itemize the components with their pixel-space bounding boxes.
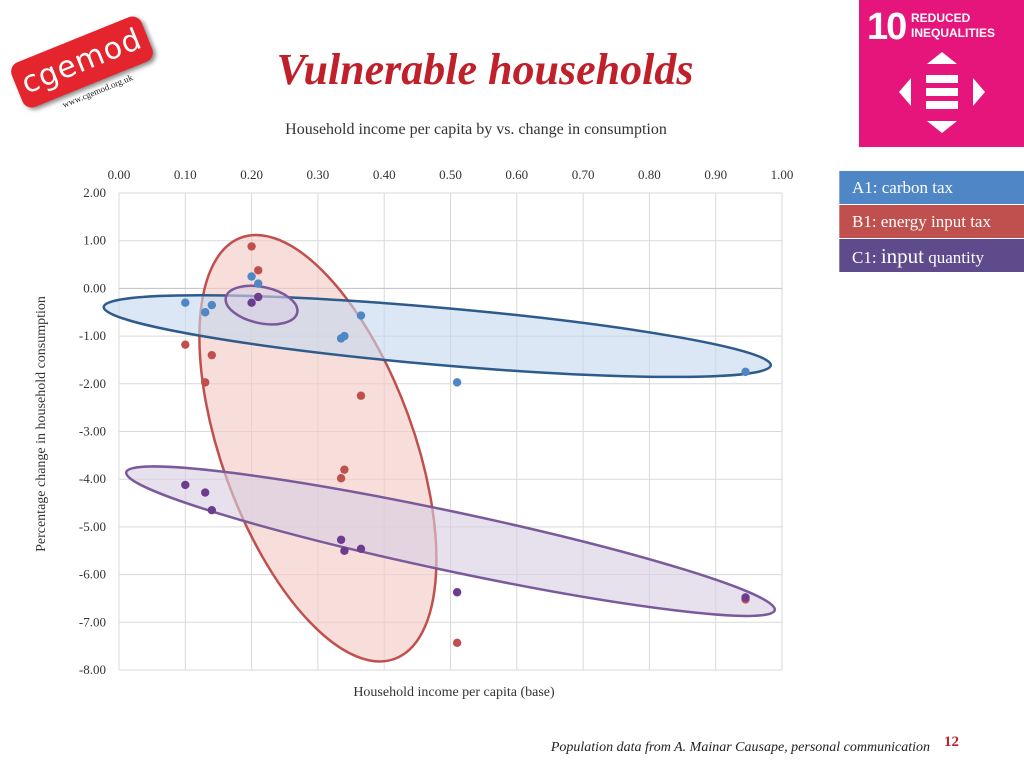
sdg-label-line2: INEQUALITIES (911, 26, 996, 40)
point-c1 (336, 535, 346, 544)
x-tick-labels: 0.00 0.10 0.20 0.30 0.40 0.50 0.60 0.70 0.80 0.90… (108, 167, 794, 182)
chart-ellipses (102, 233, 777, 663)
y-tick-label: -6.00 (79, 567, 106, 582)
point-c1 (741, 593, 750, 602)
point-a1 (340, 331, 349, 341)
scatter-chart: 0.00 0.10 0.20 0.30 0.40 0.50 0.60 0.70 0.80 0.90… (34, 167, 794, 700)
point-a1 (254, 279, 263, 288)
x-tick-label: 0.10 (174, 167, 197, 182)
x-tick-label: 0.40 (373, 167, 396, 182)
point-a1 (356, 311, 366, 320)
point-c1 (452, 588, 462, 597)
y-tick-label: 0.00 (83, 280, 106, 295)
point-b1 (356, 391, 366, 400)
point-a1 (452, 378, 462, 387)
point-c1 (247, 298, 256, 307)
sdg-badge: 10 REDUCED INEQUALITIES (859, 0, 1024, 147)
legend-item-a1: A1: carbon tax (839, 171, 1024, 204)
cluster-ellipse-b1 (198, 233, 438, 663)
point-b1 (452, 638, 462, 648)
legend-label-c1-big: input (880, 244, 924, 268)
point-c1 (356, 544, 366, 554)
chart-subtitle: Household income per capita by vs. chang… (285, 121, 667, 138)
point-c1 (254, 292, 263, 302)
legend-label-c1-prefix: C1: (852, 248, 881, 267)
y-tick-label: -1.00 (79, 328, 106, 343)
x-axis-label: Household income per capita (base) (353, 685, 555, 700)
point-a1 (181, 298, 190, 307)
legend-label-c1-suffix: quantity (923, 248, 984, 267)
point-b1 (247, 242, 256, 251)
sdg-label: REDUCED INEQUALITIES (911, 11, 995, 41)
point-b1 (207, 350, 217, 360)
x-tick-label: 0.30 (307, 167, 330, 182)
point-a1 (247, 272, 256, 281)
x-tick-label: 0.60 (505, 167, 528, 182)
x-tick-label: 0.50 (439, 167, 462, 182)
y-tick-label: 1.00 (83, 233, 106, 248)
legend-item-b1: B1: energy input tax (839, 205, 1024, 238)
reduced-inequalities-icon (899, 52, 985, 133)
y-tick-label: -4.00 (79, 471, 106, 486)
y-tick-label: -8.00 (79, 662, 106, 677)
legend: A1: carbon tax B1: energy input tax C1: … (839, 171, 1024, 273)
chart-grid (118, 192, 783, 671)
point-c1 (181, 480, 190, 490)
y-axis-label: Percentage change in household consumpti… (34, 296, 49, 552)
point-b1 (200, 378, 210, 387)
point-c1 (340, 546, 349, 555)
x-tick-label: 0.80 (638, 167, 661, 182)
point-a1 (200, 308, 210, 317)
x-tick-label: 0.70 (572, 167, 595, 182)
point-b1 (336, 474, 346, 483)
x-tick-label: 1.00 (771, 167, 794, 182)
sdg-number: 10 (867, 6, 907, 48)
y-tick-labels: 2.00 1.00 0.00 -1.00 -2.00 -3.00 -4.00 -5.00 -6.… (79, 185, 106, 677)
footnote: Population data from A. Mainar Causape, … (550, 740, 930, 755)
y-tick-label: -5.00 (79, 519, 106, 534)
x-tick-label: 0.20 (240, 167, 263, 182)
point-c1 (207, 506, 217, 515)
cluster-ellipse-c1 (224, 284, 299, 326)
point-b1 (340, 465, 349, 474)
y-tick-label: -3.00 (79, 424, 106, 439)
legend-label-a1: A1: carbon tax (852, 178, 954, 197)
y-tick-label: -7.00 (79, 614, 106, 629)
chart-points (181, 242, 750, 648)
sdg-label-line1: REDUCED (911, 11, 971, 25)
point-b1 (181, 340, 190, 349)
point-b1 (254, 266, 263, 275)
point-c1 (200, 488, 210, 497)
x-tick-label: 0.90 (704, 167, 727, 182)
y-tick-label: -2.00 (79, 376, 106, 391)
legend-label-b1: B1: energy input tax (852, 212, 991, 231)
page-number: 12 (944, 734, 959, 750)
point-a1 (741, 367, 750, 377)
y-tick-label: 2.00 (83, 185, 106, 200)
cluster-ellipse-c1 (124, 465, 777, 618)
x-tick-label: 0.00 (108, 167, 131, 182)
legend-item-c1: C1: input quantity (839, 239, 1024, 272)
point-a1 (207, 300, 217, 310)
slide-title: Vulnerable households (276, 45, 694, 94)
